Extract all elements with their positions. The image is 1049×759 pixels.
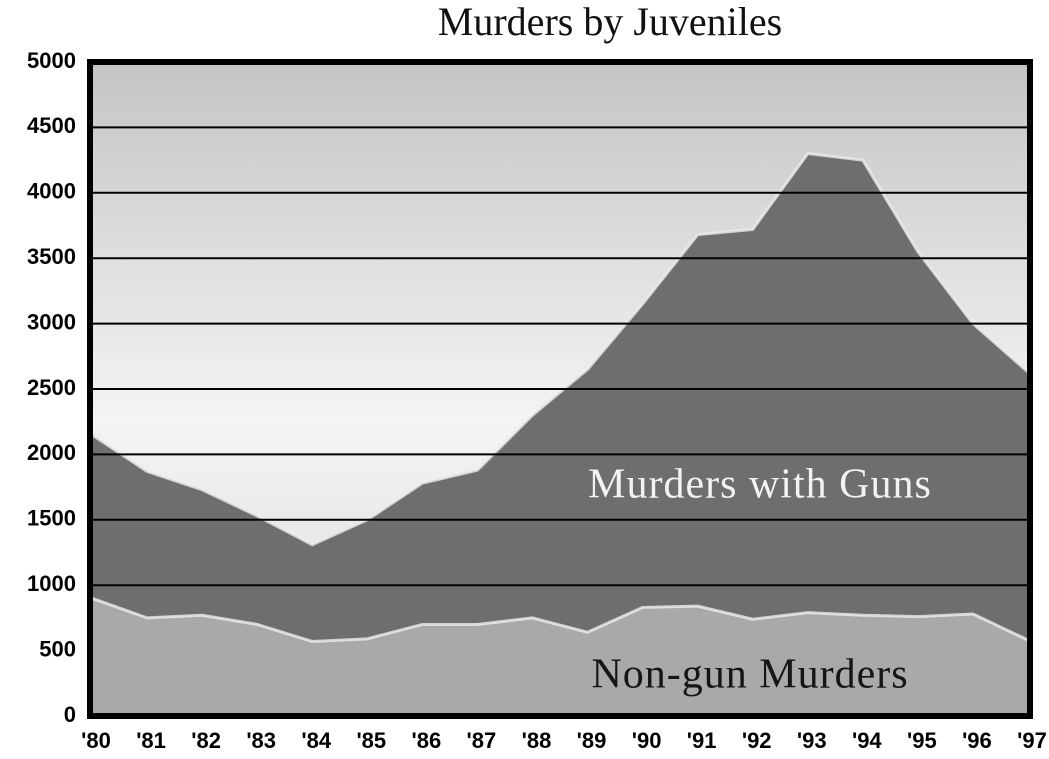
x-tick-label: '88 (522, 728, 552, 753)
y-tick-label: 0 (64, 702, 76, 727)
x-tick-label: '96 (962, 728, 992, 753)
x-tick-label: '81 (136, 728, 166, 753)
chart-title: Murders by Juveniles (438, 0, 782, 44)
x-tick-label: '92 (742, 728, 772, 753)
y-tick-label: 2000 (27, 440, 76, 465)
x-tick-label: '91 (687, 728, 717, 753)
x-tick-label: '86 (412, 728, 442, 753)
x-tick-label: '83 (246, 728, 276, 753)
plot-frame (87, 59, 1033, 719)
area-edge (91, 596, 1029, 643)
x-tick-label: '82 (191, 728, 221, 753)
y-tick-label: 3500 (27, 244, 76, 269)
y-tick-label: 1000 (27, 571, 76, 596)
x-tick-label: '94 (852, 728, 882, 753)
y-tick-label: 500 (39, 636, 76, 661)
y-tick-label: 1500 (27, 506, 76, 531)
x-tick-label: '95 (907, 728, 937, 753)
x-tick-label: '80 (81, 728, 111, 753)
x-tick-label: '85 (356, 728, 386, 753)
x-tick-label: '87 (467, 728, 497, 753)
x-tick-label: '97 (1017, 728, 1047, 753)
y-tick-label: 4000 (27, 179, 76, 204)
y-tick-label: 4500 (27, 113, 76, 138)
series-label: Murders with Guns (588, 462, 932, 508)
y-tick-label: 5000 (27, 48, 76, 73)
y-tick-label: 3000 (27, 309, 76, 334)
x-tick-label: '90 (632, 728, 662, 753)
x-tick-label: '93 (797, 728, 827, 753)
x-tick-label: '89 (577, 728, 607, 753)
series-label: Non-gun Murders (591, 652, 908, 698)
x-tick-label: '84 (301, 728, 331, 753)
area-edge (91, 151, 1029, 547)
y-tick-label: 2500 (27, 375, 76, 400)
area (92, 598, 1028, 716)
